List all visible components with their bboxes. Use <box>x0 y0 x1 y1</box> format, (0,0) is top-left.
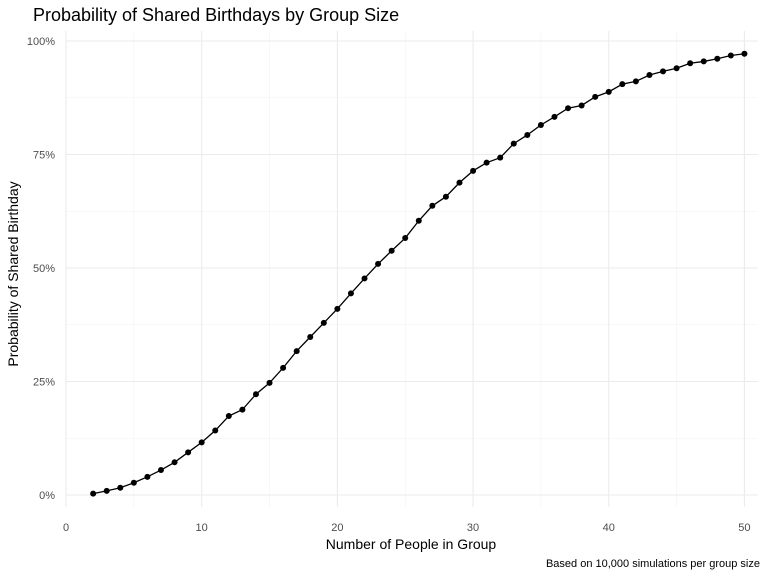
x-tick-label: 10 <box>196 522 208 534</box>
data-points <box>90 50 748 497</box>
data-point <box>741 50 748 57</box>
data-point <box>700 58 707 65</box>
data-point <box>198 439 205 446</box>
data-point <box>632 78 639 85</box>
data-point <box>687 60 694 67</box>
data-point <box>714 55 721 62</box>
data-point <box>225 413 232 419</box>
x-tick-label: 40 <box>603 522 615 534</box>
data-point <box>130 479 137 486</box>
data-point <box>619 81 626 88</box>
data-point <box>456 179 463 186</box>
x-tick-labels: 0 10 20 30 40 50 <box>63 522 751 534</box>
grid <box>65 31 758 507</box>
y-tick-label: 100% <box>27 36 55 48</box>
y-axis-title: Probability of Shared Birthday <box>5 181 21 366</box>
series-line <box>93 53 745 495</box>
data-point <box>239 406 246 413</box>
data-point <box>375 260 382 267</box>
data-point <box>402 235 409 242</box>
y-tick-labels: 0% 25% 50% 75% 100% <box>27 36 55 502</box>
data-point <box>266 379 273 386</box>
data-point <box>361 275 368 282</box>
x-tick-label: 50 <box>738 522 750 534</box>
data-point <box>347 290 354 297</box>
data-point <box>727 52 734 59</box>
data-point <box>185 449 192 456</box>
data-point <box>144 473 151 480</box>
x-tick-label: 30 <box>467 522 479 534</box>
data-point <box>673 65 680 72</box>
x-tick-label: 0 <box>63 522 69 534</box>
data-point <box>442 193 449 200</box>
y-tick-label: 75% <box>33 150 55 162</box>
data-point <box>171 459 178 466</box>
data-point <box>660 68 667 75</box>
data-point <box>293 348 300 355</box>
y-tick-label: 0% <box>39 490 55 502</box>
data-point <box>551 113 558 120</box>
chart-title: Probability of Shared Birthdays by Group… <box>33 5 399 25</box>
data-point <box>252 391 259 398</box>
y-tick-label: 50% <box>33 263 55 275</box>
data-point <box>334 305 341 312</box>
data-point <box>90 490 97 497</box>
series-probability <box>93 53 745 495</box>
data-point <box>537 121 544 128</box>
data-point <box>605 88 612 95</box>
data-point <box>307 334 314 341</box>
data-point <box>117 484 124 491</box>
data-point <box>646 72 653 79</box>
data-point <box>483 159 490 166</box>
data-point <box>524 131 531 138</box>
data-point <box>592 93 599 100</box>
data-point <box>388 247 395 254</box>
data-point <box>212 427 219 434</box>
data-point <box>578 102 585 109</box>
y-tick-label: 25% <box>33 377 55 389</box>
data-point <box>470 167 477 174</box>
data-point <box>280 364 287 371</box>
data-point <box>497 154 504 161</box>
data-point <box>320 319 327 326</box>
chart-caption: Based on 10,000 simulations per group si… <box>546 558 760 570</box>
data-point <box>157 467 164 474</box>
x-axis-title: Number of People in Group <box>326 536 497 552</box>
data-point <box>429 202 436 209</box>
x-tick-label: 20 <box>331 522 343 534</box>
data-point <box>415 217 422 224</box>
data-point <box>103 487 110 494</box>
data-point <box>565 105 572 112</box>
data-point <box>510 140 517 147</box>
